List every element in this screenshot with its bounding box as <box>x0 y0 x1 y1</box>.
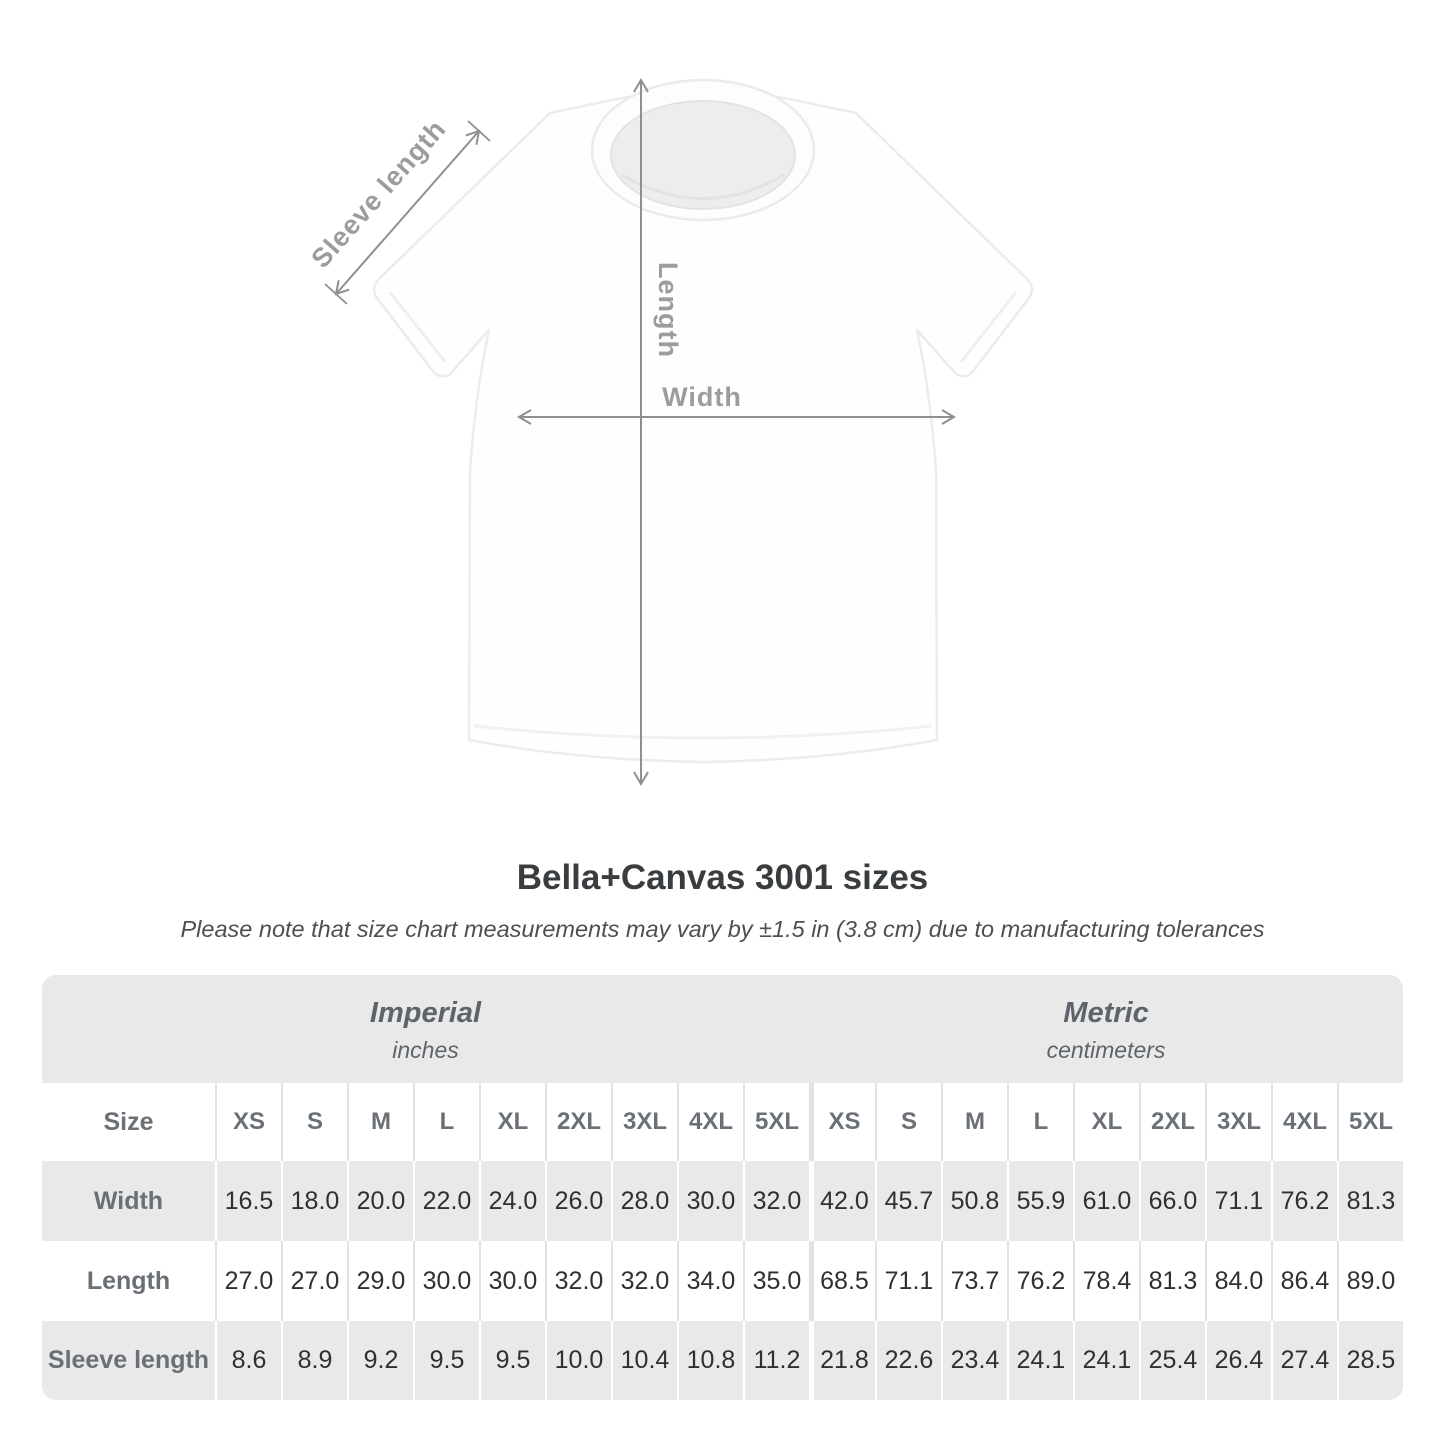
measurement-value: 22.0 <box>413 1161 479 1241</box>
measurement-value: 27.0 <box>281 1241 347 1321</box>
size-header: XL <box>479 1083 545 1161</box>
measurement-row-label: Length <box>42 1241 215 1321</box>
measurement-value: 30.0 <box>677 1161 743 1241</box>
measurement-value: 24.1 <box>1073 1321 1139 1400</box>
measurement-value: 9.5 <box>413 1321 479 1400</box>
collar-opening <box>610 100 796 210</box>
size-header: 4XL <box>677 1083 743 1161</box>
measurement-value: 23.4 <box>941 1321 1007 1400</box>
units-header-band: Imperial inches Metric centimeters <box>42 975 1403 1083</box>
measurement-value: 21.8 <box>809 1321 875 1400</box>
measurement-value: 89.0 <box>1337 1241 1403 1321</box>
size-header: 3XL <box>611 1083 677 1161</box>
sleeve-length-arrow <box>324 120 491 305</box>
size-header: L <box>413 1083 479 1161</box>
measurement-value: 84.0 <box>1205 1241 1271 1321</box>
measurement-value: 55.9 <box>1007 1161 1073 1241</box>
size-grid: Size XS S M L XL 2XL 3XL 4XL 5XL XS S M L XL 2XL 3XL 4XL 5… <box>42 1083 1403 1400</box>
size-column-header: Size <box>42 1083 215 1161</box>
size-header: 5XL <box>743 1083 809 1161</box>
measurement-value: 9.2 <box>347 1321 413 1400</box>
imperial-section-header: Imperial inches <box>42 975 809 1083</box>
measurement-value: 27.0 <box>215 1241 281 1321</box>
measurement-value: 26.4 <box>1205 1321 1271 1400</box>
size-header: L <box>1007 1083 1073 1161</box>
measurement-value: 66.0 <box>1139 1161 1205 1241</box>
measurement-value: 35.0 <box>743 1241 809 1321</box>
measurement-value: 61.0 <box>1073 1161 1139 1241</box>
measurement-value: 32.0 <box>545 1241 611 1321</box>
size-header: 3XL <box>1205 1083 1271 1161</box>
tshirt-body <box>372 89 1034 764</box>
measurement-value: 30.0 <box>413 1241 479 1321</box>
measurement-value: 10.8 <box>677 1321 743 1400</box>
size-header: M <box>347 1083 413 1161</box>
measurement-value: 68.5 <box>809 1241 875 1321</box>
measurement-value: 71.1 <box>875 1241 941 1321</box>
measurement-value: 9.5 <box>479 1321 545 1400</box>
measurement-value: 26.0 <box>545 1161 611 1241</box>
length-label: Length <box>653 262 683 358</box>
measurement-value: 76.2 <box>1007 1241 1073 1321</box>
size-header: XS <box>809 1083 875 1161</box>
measurement-value: 27.4 <box>1271 1321 1337 1400</box>
hem-seam <box>473 724 933 740</box>
width-label: Width <box>662 382 742 412</box>
measurement-value: 10.4 <box>611 1321 677 1400</box>
imperial-section-unit: inches <box>392 1037 459 1064</box>
size-header: S <box>281 1083 347 1161</box>
measurement-value: 8.9 <box>281 1321 347 1400</box>
measurement-value: 22.6 <box>875 1321 941 1400</box>
measurement-value: 81.3 <box>1139 1241 1205 1321</box>
page-subtitle: Please note that size chart measurements… <box>180 916 1265 942</box>
size-header: XL <box>1073 1083 1139 1161</box>
measurement-value: 16.5 <box>215 1161 281 1241</box>
measurement-value: 50.8 <box>941 1161 1007 1241</box>
metric-section-title: Metric <box>1063 997 1149 1029</box>
size-header: 5XL <box>1337 1083 1403 1161</box>
size-header: M <box>941 1083 1007 1161</box>
metric-section-unit: centimeters <box>1046 1037 1166 1064</box>
metric-section-header: Metric centimeters <box>809 975 1403 1083</box>
measurement-row-label: Sleeve length <box>42 1321 215 1400</box>
measurement-value: 24.1 <box>1007 1321 1073 1400</box>
measurement-value: 24.0 <box>479 1161 545 1241</box>
size-table: Imperial inches Metric centimeters Size X… <box>42 975 1403 1400</box>
measurement-value: 18.0 <box>281 1161 347 1241</box>
measurement-value: 25.4 <box>1139 1321 1205 1400</box>
size-header: XS <box>215 1083 281 1161</box>
tshirt-measurement-diagram: Length Width Sleeve length <box>305 78 1034 786</box>
measurement-value: 29.0 <box>347 1241 413 1321</box>
left-cuff-seam <box>388 291 447 363</box>
measurement-value: 11.2 <box>743 1321 809 1400</box>
measurement-value: 86.4 <box>1271 1241 1337 1321</box>
size-header: 2XL <box>545 1083 611 1161</box>
measurement-value: 8.6 <box>215 1321 281 1400</box>
size-header: 4XL <box>1271 1083 1337 1161</box>
measurement-value: 28.5 <box>1337 1321 1403 1400</box>
measurement-value: 28.0 <box>611 1161 677 1241</box>
measurement-value: 73.7 <box>941 1241 1007 1321</box>
measurement-value: 78.4 <box>1073 1241 1139 1321</box>
measurement-value: 10.0 <box>545 1321 611 1400</box>
measurement-value: 30.0 <box>479 1241 545 1321</box>
measurement-value: 45.7 <box>875 1161 941 1241</box>
right-cuff-seam <box>959 291 1018 363</box>
imperial-section-title: Imperial <box>369 997 482 1029</box>
measurement-value: 34.0 <box>677 1241 743 1321</box>
measurement-value: 71.1 <box>1205 1161 1271 1241</box>
measurement-value: 76.2 <box>1271 1161 1337 1241</box>
measurement-row-label: Width <box>42 1161 215 1241</box>
measurement-value: 81.3 <box>1337 1161 1403 1241</box>
size-header: S <box>875 1083 941 1161</box>
measurement-value: 42.0 <box>809 1161 875 1241</box>
measurement-value: 20.0 <box>347 1161 413 1241</box>
measurement-value: 32.0 <box>611 1241 677 1321</box>
tshirt-graphic <box>372 78 1034 764</box>
page-title: Bella+Canvas 3001 sizes <box>516 858 929 897</box>
size-header: 2XL <box>1139 1083 1205 1161</box>
measurement-value: 32.0 <box>743 1161 809 1241</box>
